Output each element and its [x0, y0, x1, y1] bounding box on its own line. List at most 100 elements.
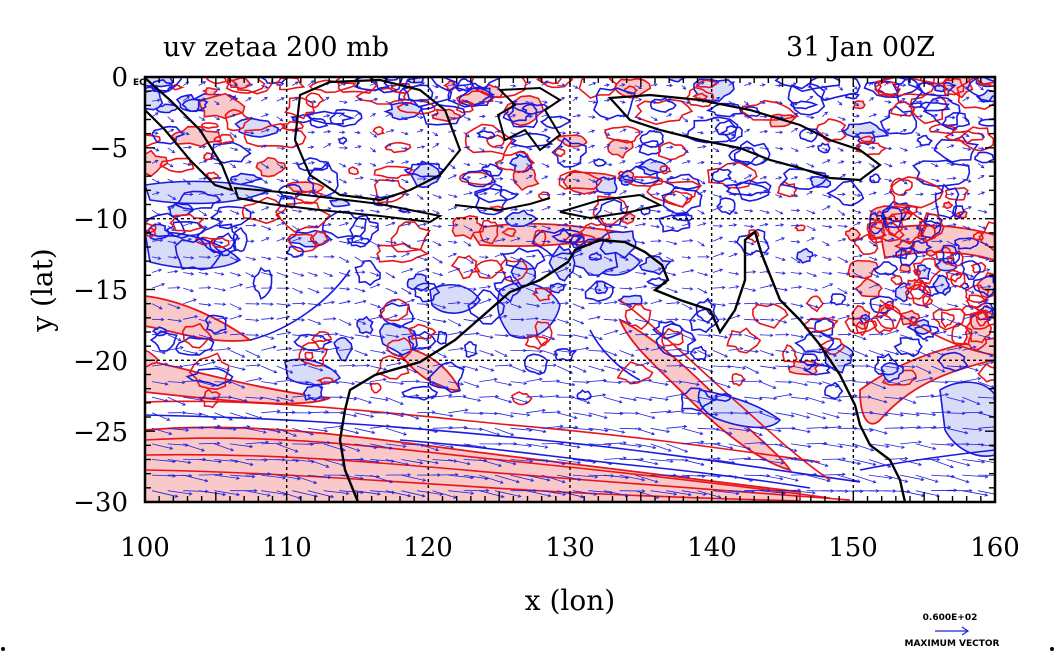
wind-vector-shaft	[495, 365, 512, 366]
wind-vector	[838, 210, 845, 215]
wind-vector	[822, 148, 828, 151]
wind-vector-head	[999, 257, 1002, 260]
wind-vector	[479, 273, 490, 277]
positive-vorticity-contour	[753, 304, 788, 328]
wind-vector	[230, 315, 242, 319]
wind-vector-shaft	[900, 442, 921, 444]
wind-vector	[682, 86, 686, 90]
wind-vector-shaft	[620, 397, 637, 400]
wind-vector	[324, 317, 336, 320]
wind-vector	[713, 365, 730, 368]
wind-vector	[277, 304, 291, 307]
wind-vector	[822, 225, 831, 228]
wind-vector	[417, 116, 423, 119]
wind-vector-head	[1004, 349, 1007, 352]
wind-vector	[666, 425, 686, 428]
wind-vector	[152, 413, 170, 421]
wind-vector-shaft	[775, 475, 798, 481]
wind-vector	[573, 335, 588, 339]
wind-vector	[620, 287, 632, 290]
wind-vector	[433, 210, 440, 214]
wind-vector	[511, 257, 521, 261]
positive-vorticity-contour	[872, 315, 894, 333]
wind-vector	[838, 161, 844, 164]
wind-vector	[775, 131, 782, 134]
wind-vector-head	[1010, 410, 1013, 413]
wind-vector	[573, 304, 584, 309]
wind-vector	[448, 148, 454, 152]
wind-vector-shaft	[962, 491, 987, 496]
wind-vector	[573, 210, 583, 213]
wind-vector-shaft	[651, 397, 668, 399]
wind-vector	[511, 145, 518, 148]
wind-vector-shaft	[386, 428, 406, 434]
wind-vector	[526, 378, 542, 382]
negative-vorticity-contour	[942, 113, 969, 129]
wind-vector	[729, 379, 745, 382]
wind-vector-shaft	[713, 382, 730, 388]
vorticity-contour	[250, 270, 350, 340]
wind-vector	[401, 179, 408, 183]
wind-vector	[635, 145, 641, 148]
wind-vector	[573, 97, 578, 101]
wind-vector	[838, 379, 855, 382]
wind-vector	[464, 177, 471, 180]
wind-vector-shaft	[370, 366, 386, 370]
wind-vector	[355, 335, 369, 338]
wind-vector	[853, 210, 860, 213]
wind-vector	[370, 378, 386, 381]
wind-vector	[464, 192, 472, 195]
wind-vector	[199, 361, 215, 366]
wind-vector-shaft	[339, 413, 356, 416]
wind-vector	[635, 413, 655, 419]
wind-vector	[651, 397, 668, 400]
wind-vector	[698, 241, 705, 246]
wind-vector	[464, 163, 470, 166]
wind-vector-shaft	[230, 350, 245, 357]
wind-vector	[417, 257, 427, 261]
wind-vector	[698, 161, 705, 164]
wind-vector	[588, 350, 604, 353]
wind-vector	[651, 193, 659, 196]
wind-vector	[339, 241, 350, 244]
wind-vector-head	[1010, 393, 1013, 396]
wind-vector-shaft	[448, 410, 468, 413]
wind-vector	[168, 129, 174, 132]
wind-vector-shaft	[900, 397, 916, 403]
wind-vector	[822, 160, 830, 164]
wind-vector	[760, 223, 768, 226]
wind-vector	[526, 147, 532, 150]
wind-vector	[183, 163, 191, 166]
wind-vector	[620, 350, 634, 356]
wind-vector-shaft	[791, 397, 808, 399]
wind-vector	[651, 428, 670, 432]
wind-vector-head	[999, 206, 1002, 209]
wind-vector	[713, 269, 722, 273]
wind-vector-shaft	[152, 397, 168, 401]
wind-vector	[511, 382, 527, 385]
wind-vector	[682, 160, 690, 163]
wind-vector	[355, 288, 365, 292]
wind-vector	[978, 163, 984, 167]
wind-vector	[838, 257, 848, 262]
wind-vector	[355, 350, 368, 355]
wind-vector-head	[997, 446, 1000, 449]
wind-vector	[324, 255, 334, 258]
wind-vector	[775, 224, 783, 227]
wind-vector-shaft	[853, 350, 867, 356]
wind-vector	[355, 397, 372, 403]
positive-vorticity-contour	[377, 244, 427, 263]
wind-vector	[152, 113, 158, 117]
wind-vector-head	[1007, 385, 1010, 388]
positive-vorticity-contour	[783, 345, 797, 362]
wind-vector	[651, 382, 668, 386]
wind-vector	[682, 269, 694, 272]
wind-vector	[666, 226, 674, 229]
wind-vector	[464, 382, 479, 388]
wind-vector-shaft	[401, 288, 411, 294]
negative-vorticity-contour	[776, 72, 840, 91]
wind-vector	[557, 396, 574, 399]
wind-vector	[838, 225, 847, 228]
wind-vector	[448, 207, 456, 211]
